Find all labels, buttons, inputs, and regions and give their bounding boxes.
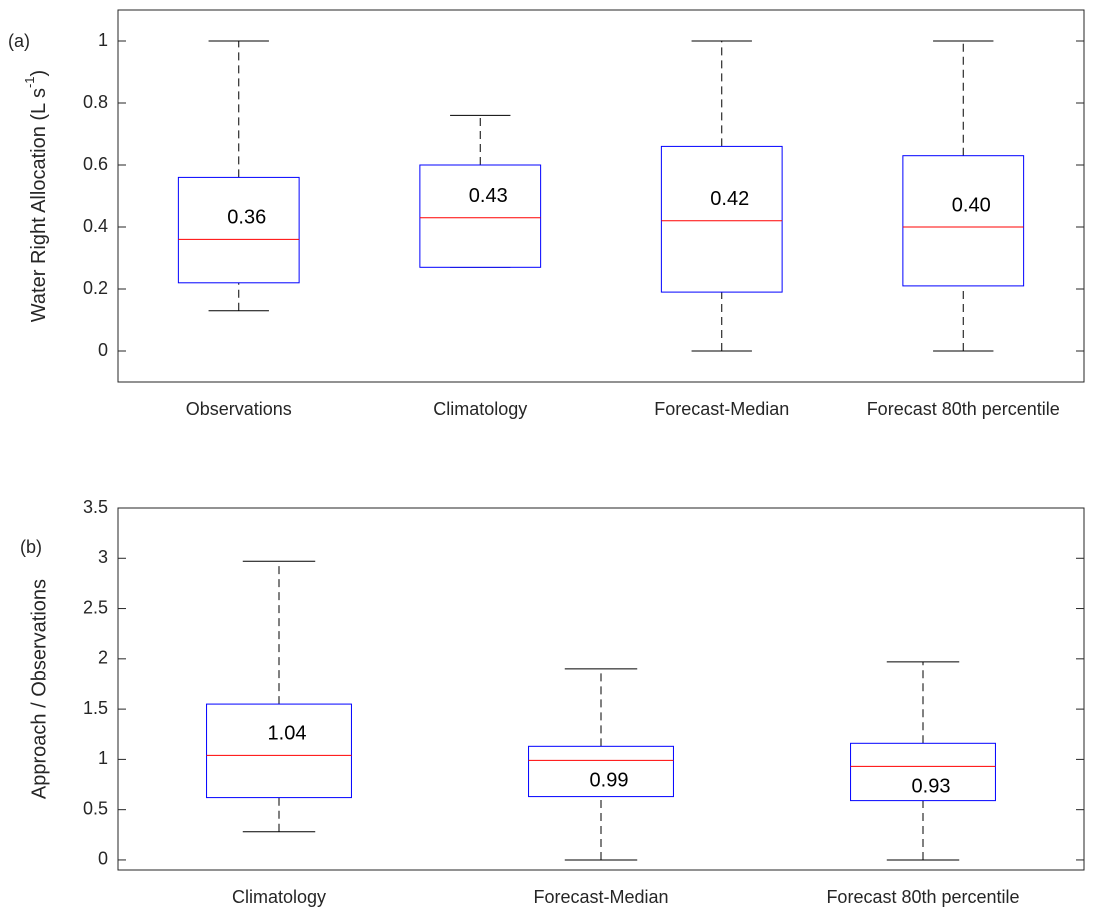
y-tick-label: 1.5 [83, 698, 108, 718]
y-tick-label: 3 [98, 547, 108, 567]
plot-frame [117, 9, 1085, 383]
y-tick-label: 3.5 [83, 497, 108, 517]
y-tick-label: 0.5 [83, 798, 108, 818]
y-tick-label: 1 [98, 30, 108, 50]
median-label: 0.36 [227, 207, 266, 229]
plot-frame [117, 507, 1085, 871]
median-label: 0.93 [912, 776, 951, 798]
x-tick-label: Climatology [232, 887, 326, 907]
median-label: 0.42 [710, 188, 749, 210]
x-tick-label: Climatology [433, 399, 527, 419]
box [902, 155, 1025, 287]
y-tick-label: 0 [98, 340, 108, 360]
box [206, 703, 352, 799]
panel-label: (b) [20, 537, 42, 557]
median-label: 1.04 [268, 723, 307, 745]
box [419, 164, 542, 268]
median-label: 0.99 [590, 770, 629, 792]
y-axis-label-close: ) [28, 70, 50, 77]
x-tick-label: Forecast-Median [533, 887, 668, 907]
y-tick-label: 0.6 [83, 154, 108, 174]
y-axis-label-superscript: -1 [22, 76, 37, 88]
box [528, 745, 674, 798]
y-tick-label: 2 [98, 648, 108, 668]
y-axis-label: Approach / Observations [28, 579, 50, 799]
box [177, 176, 300, 284]
y-axis-label: Water Right Allocation (L s-1) [22, 70, 50, 322]
y-tick-label: 0.4 [83, 216, 108, 236]
y-tick-label: 0.8 [83, 92, 108, 112]
median-label: 0.40 [952, 194, 991, 216]
x-tick-label: Forecast 80th percentile [826, 887, 1019, 907]
y-axis-label-text: Water Right Allocation (L s [28, 88, 50, 322]
box [660, 145, 783, 293]
y-tick-label: 1 [98, 748, 108, 768]
y-tick-label: 0 [98, 849, 108, 869]
x-tick-label: Forecast 80th percentile [867, 399, 1060, 419]
y-tick-label: 0.2 [83, 278, 108, 298]
panel-label: (a) [8, 31, 30, 51]
x-tick-label: Forecast-Median [654, 399, 789, 419]
x-tick-label: Observations [186, 399, 292, 419]
median-label: 0.43 [469, 185, 508, 207]
box [850, 742, 996, 802]
y-tick-label: 2.5 [83, 597, 108, 617]
